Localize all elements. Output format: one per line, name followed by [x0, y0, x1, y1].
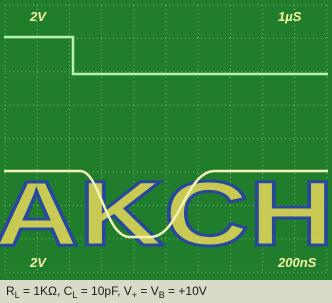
watermark: AKCH — [0, 163, 332, 265]
label: 2V — [29, 255, 47, 270]
label: 200nS — [277, 255, 317, 270]
label: 2V — [29, 9, 47, 24]
caption-text: = V — [137, 284, 159, 298]
caption-text: = +10V — [165, 284, 207, 298]
caption-text: = 10pF, V — [77, 284, 131, 298]
caption: RL = 1KΩ, CL = 10pF, V+ = VB = +10V — [6, 284, 207, 300]
page: AKCH 2V 1µS 2V 200nS RL = 1KΩ, CL = 10pF… — [0, 0, 332, 303]
figure: AKCH 2V 1µS 2V 200nS RL = 1KΩ, CL = 10pF… — [0, 0, 332, 303]
caption-text: = 1KΩ, C — [20, 284, 73, 298]
label: 1µS — [278, 9, 302, 24]
caption-text: R — [6, 284, 15, 298]
